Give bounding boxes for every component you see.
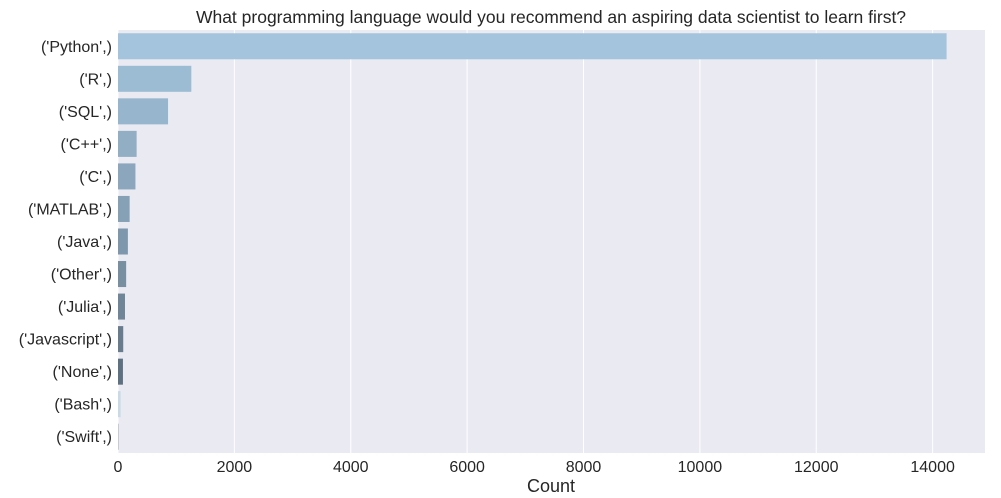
bar <box>118 358 123 385</box>
y-tick-label: ('Bash',) <box>54 397 112 414</box>
bar <box>118 65 192 92</box>
plot-background <box>118 30 985 453</box>
bar <box>118 195 130 222</box>
bar <box>118 98 169 125</box>
y-tick-label: ('Javascript',) <box>19 332 112 349</box>
x-tick-labels: 0 2000 4000 6000 8000 10000 12000 14000 <box>114 459 955 476</box>
bar <box>118 228 128 255</box>
bar <box>118 163 136 190</box>
y-tick-label: ('Other',) <box>51 267 112 284</box>
bar <box>118 423 119 450</box>
x-tick-label: 10000 <box>678 459 723 476</box>
y-tick-label: ('C',) <box>79 169 112 186</box>
x-tick-label: 12000 <box>794 459 839 476</box>
y-tick-label: ('Java',) <box>57 234 112 251</box>
grid-lines <box>117 30 934 453</box>
y-tick-label: ('Julia',) <box>58 299 112 316</box>
bar <box>118 391 121 418</box>
x-tick-label: 8000 <box>566 459 602 476</box>
bar <box>118 130 137 157</box>
bar <box>118 293 125 320</box>
x-tick-label: 6000 <box>449 459 485 476</box>
x-tick-label: 14000 <box>910 459 955 476</box>
x-tick-label: 0 <box>114 459 123 476</box>
y-tick-label: ('MATLAB',) <box>28 201 112 218</box>
bar <box>118 326 124 353</box>
bar <box>118 261 127 288</box>
y-tick-label: ('C++',) <box>61 136 112 153</box>
x-tick-label: 4000 <box>333 459 369 476</box>
y-tick-label: ('Swift',) <box>56 429 112 446</box>
bar <box>118 33 947 60</box>
bars <box>118 33 947 450</box>
x-tick-label: 2000 <box>217 459 253 476</box>
chart-title: What programming language would you reco… <box>196 7 906 27</box>
y-tick-label: ('SQL',) <box>59 104 112 121</box>
x-axis-label: Count <box>527 476 575 496</box>
y-tick-label: ('None',) <box>53 364 112 381</box>
y-tick-labels: ('Python',) ('R',) ('SQL',) ('C++',) ('C',) (… <box>19 39 112 446</box>
y-tick-label: ('Python',) <box>41 39 112 56</box>
y-tick-label: ('R',) <box>79 71 112 88</box>
